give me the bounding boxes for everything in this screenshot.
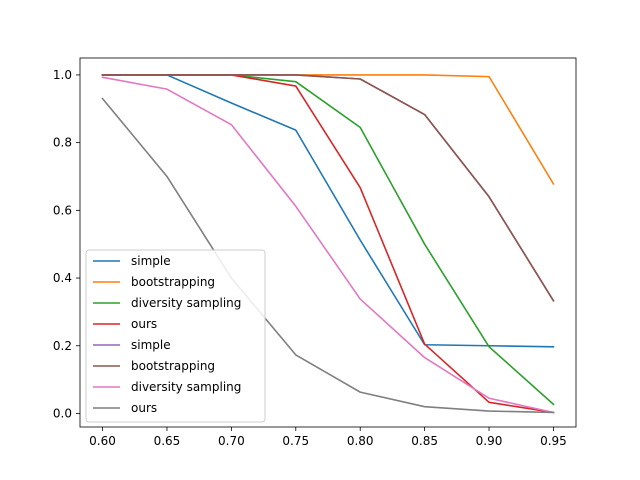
y-tick-label: 0.8 xyxy=(53,136,72,150)
legend-box xyxy=(85,249,266,423)
legend-label: bootstrapping xyxy=(131,359,215,373)
series-layer xyxy=(101,74,555,414)
legend: simple bootstrapping diversity sampling our… xyxy=(85,249,266,423)
plot-area-frame xyxy=(79,57,577,428)
legend-label: ours xyxy=(131,401,157,415)
y-tick-label: 1.0 xyxy=(53,68,72,82)
axes-layer: 0.60 0.65 0.70 0.75 0.80 0.85 0.90 0.95 0.0 0.2 0.… xyxy=(53,57,577,448)
x-tick-label: 0.75 xyxy=(282,434,309,448)
legend-label: diversity sampling xyxy=(131,296,241,310)
legend-label: bootstrapping xyxy=(131,275,215,289)
x-tick-label: 0.90 xyxy=(476,434,503,448)
y-tick-label: 0.2 xyxy=(53,339,72,353)
series-line-1 xyxy=(101,74,555,348)
y-tick-label: 0.6 xyxy=(53,203,72,217)
legend-label: simple xyxy=(131,338,171,352)
x-tick-label: 0.80 xyxy=(347,434,374,448)
legend-label: ours xyxy=(131,317,157,331)
legend-label: diversity sampling xyxy=(131,380,241,394)
legend-label: simple xyxy=(131,254,171,268)
series-line-7 xyxy=(101,76,555,414)
y-tick-label: 0.0 xyxy=(53,406,72,420)
x-tick-label: 0.70 xyxy=(218,434,245,448)
x-tick-label: 0.65 xyxy=(154,434,181,448)
x-tick-label: 0.85 xyxy=(411,434,438,448)
series-line-6 xyxy=(101,74,555,302)
x-tick-label: 0.95 xyxy=(540,434,567,448)
y-tick-label: 0.4 xyxy=(53,271,72,285)
x-tick-label: 0.60 xyxy=(89,434,116,448)
series-line-8 xyxy=(101,97,555,414)
